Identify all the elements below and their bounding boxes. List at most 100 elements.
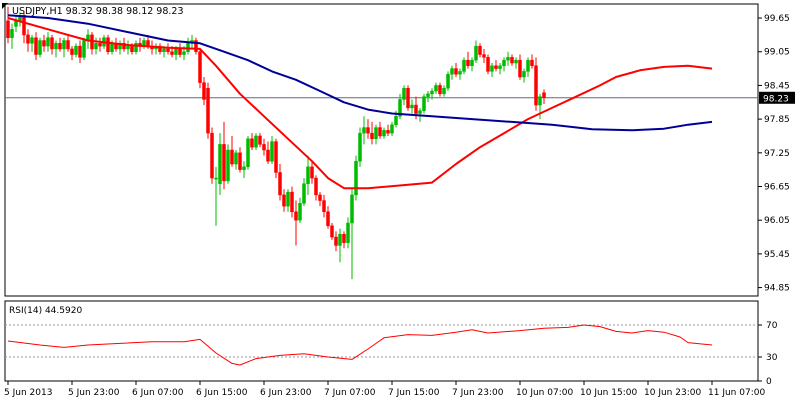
candle-body bbox=[110, 43, 114, 52]
candle bbox=[358, 127, 362, 167]
candle-body bbox=[82, 40, 86, 58]
candle bbox=[402, 85, 406, 106]
candle-body bbox=[298, 203, 302, 221]
time-tick-label: 6 Jun 07:00 bbox=[132, 388, 184, 398]
candle bbox=[210, 127, 214, 184]
candle-body bbox=[482, 54, 486, 58]
candle-body bbox=[534, 65, 538, 106]
candle bbox=[362, 116, 366, 145]
rsi-tick-label: 70 bbox=[766, 321, 778, 331]
rsi-tick-label: 30 bbox=[766, 353, 778, 363]
price-tick-label: 99.65 bbox=[764, 14, 790, 24]
candle bbox=[334, 231, 338, 252]
candle bbox=[246, 135, 250, 170]
candle-body bbox=[486, 57, 490, 72]
candle-body bbox=[538, 96, 542, 106]
candle-body bbox=[178, 48, 182, 55]
candle bbox=[238, 147, 242, 173]
candle bbox=[302, 178, 306, 207]
candle-body bbox=[510, 57, 514, 64]
candle bbox=[522, 68, 526, 83]
candle bbox=[290, 186, 294, 218]
candle bbox=[126, 40, 130, 55]
candle-body bbox=[426, 93, 430, 97]
candle bbox=[222, 121, 226, 190]
current-price-badge bbox=[759, 91, 795, 104]
candle-body bbox=[402, 87, 406, 100]
candle bbox=[482, 48, 486, 63]
candle-body bbox=[502, 59, 506, 67]
time-tick-label: 10 Jun 23:00 bbox=[644, 388, 701, 398]
candle bbox=[58, 37, 62, 52]
candle bbox=[66, 34, 70, 52]
price-tick-label: 99.05 bbox=[764, 48, 790, 58]
candle bbox=[194, 37, 198, 55]
candle bbox=[314, 175, 318, 201]
candle bbox=[470, 57, 474, 72]
candle bbox=[466, 51, 470, 69]
candle-body bbox=[522, 71, 526, 78]
candle-body bbox=[518, 59, 522, 78]
candle bbox=[518, 54, 522, 80]
candle bbox=[262, 138, 266, 156]
candle bbox=[486, 54, 490, 75]
candle bbox=[22, 12, 26, 44]
candle-body bbox=[386, 130, 390, 134]
candle bbox=[30, 34, 34, 52]
candle-body bbox=[78, 45, 82, 58]
candle-body bbox=[98, 43, 102, 47]
chart-title: USDJPY,H1 98.32 98.38 98.12 98.23 bbox=[12, 6, 184, 17]
candle-body bbox=[26, 34, 30, 44]
candle-body bbox=[230, 149, 234, 165]
rsi-title: RSI(14) 44.5920 bbox=[9, 306, 82, 316]
candle-body bbox=[302, 183, 306, 204]
candle bbox=[530, 54, 534, 69]
candle-body bbox=[514, 59, 518, 64]
candle bbox=[370, 121, 374, 145]
candle-body bbox=[478, 45, 482, 55]
candle-body bbox=[466, 59, 470, 67]
candle bbox=[294, 200, 298, 246]
candle-body bbox=[442, 87, 446, 95]
candle-body bbox=[66, 40, 70, 50]
candle-body bbox=[314, 177, 318, 196]
candle bbox=[526, 57, 530, 77]
price-tick-label: 97.25 bbox=[764, 149, 790, 159]
candle-body bbox=[210, 132, 214, 179]
time-tick-label: 6 Jun 23:00 bbox=[260, 388, 312, 398]
candle bbox=[26, 29, 30, 52]
candle bbox=[330, 223, 334, 240]
candle bbox=[54, 40, 58, 58]
price-tick-label: 94.85 bbox=[764, 284, 790, 294]
candle-body bbox=[310, 166, 314, 179]
candle-body bbox=[262, 144, 266, 151]
price-tick-label: 95.45 bbox=[764, 250, 790, 260]
candle bbox=[514, 57, 518, 69]
candle bbox=[166, 43, 170, 55]
candle bbox=[542, 89, 546, 104]
candle bbox=[434, 82, 438, 94]
price-tick-label: 96.65 bbox=[764, 183, 790, 193]
rsi-line bbox=[7, 324, 713, 366]
candle bbox=[450, 65, 454, 80]
candle-body bbox=[38, 40, 42, 55]
candle-body bbox=[338, 233, 342, 246]
candle-body bbox=[294, 211, 298, 221]
candle-body bbox=[70, 48, 74, 55]
candle-body bbox=[202, 82, 206, 100]
candle bbox=[282, 189, 286, 212]
price-tick-label: 96.05 bbox=[764, 216, 790, 226]
price-tick-label: 97.85 bbox=[764, 115, 790, 125]
candle bbox=[410, 99, 414, 114]
candle bbox=[198, 48, 202, 89]
time-axis: 5 Jun 2013 5 Jun 23:00 6 Jun 07:00 6 Jun 15… bbox=[4, 381, 765, 398]
candle-body bbox=[422, 96, 426, 111]
candle-body bbox=[34, 37, 38, 55]
candle bbox=[462, 57, 466, 75]
candle bbox=[266, 141, 270, 165]
candle-body bbox=[62, 40, 66, 50]
candle bbox=[250, 133, 254, 150]
candle-body bbox=[22, 14, 26, 36]
candle bbox=[98, 37, 102, 52]
chart-marker-icon bbox=[2, 3, 8, 9]
